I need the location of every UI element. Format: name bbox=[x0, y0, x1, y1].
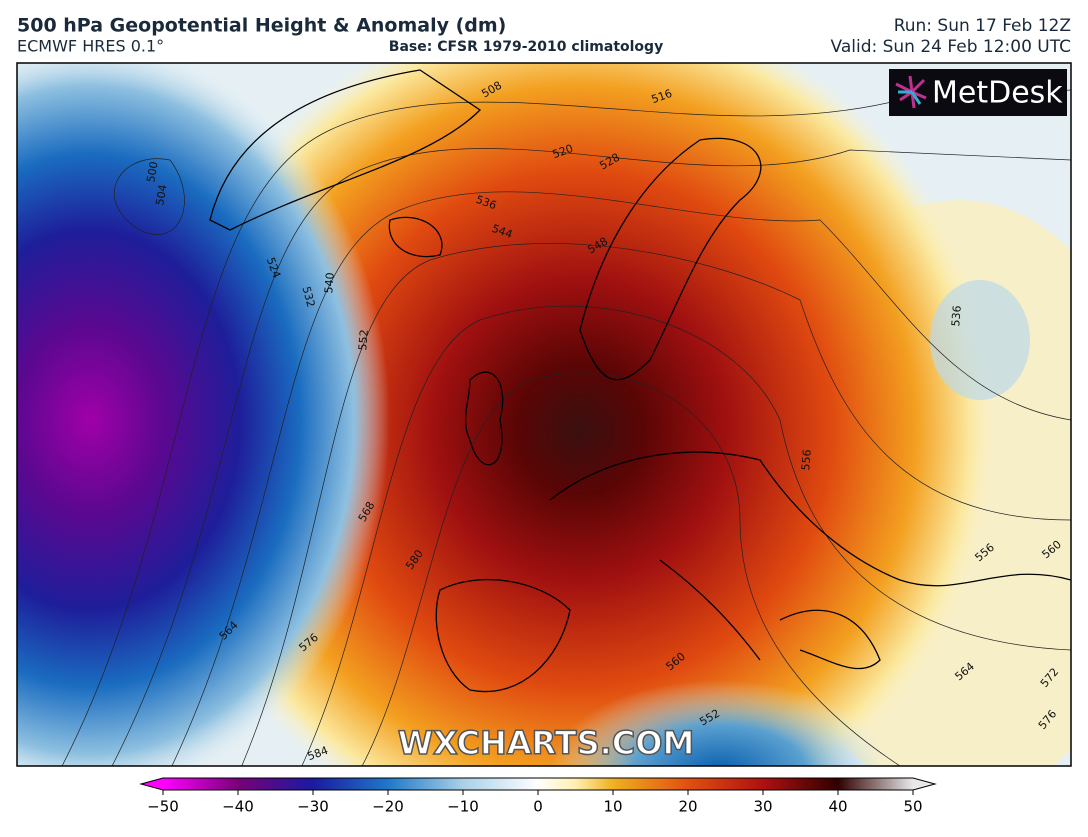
cold-anomaly-south bbox=[550, 680, 890, 766]
contour-label: 504 bbox=[153, 183, 169, 206]
title: 500 hPa Geopotential Height & Anomaly (d… bbox=[17, 15, 506, 37]
watermark: WXCHARTS.COM bbox=[398, 724, 695, 762]
logo-text: MetDesk bbox=[932, 76, 1063, 111]
colorbar-tick-label: 50 bbox=[903, 798, 922, 816]
run: Run: Sun 17 Feb 12Z bbox=[894, 16, 1071, 36]
contour-label: 556 bbox=[799, 449, 814, 471]
cold-anomaly-east bbox=[930, 280, 1030, 400]
colorbar: −50 −40 −30 −20 −10 0 10 20 30 40 50 bbox=[139, 777, 937, 816]
coastlines bbox=[209, 69, 1071, 693]
contours bbox=[61, 89, 1071, 766]
contour-label: 532 bbox=[299, 285, 317, 309]
logo-icon bbox=[895, 75, 927, 109]
contour-label: 536 bbox=[949, 305, 964, 327]
colorbar-tick-label: −30 bbox=[297, 798, 329, 816]
colorbar-bar bbox=[139, 777, 937, 791]
base: Base: CFSR 1979-2010 climatology bbox=[389, 39, 663, 55]
colorbar-tick-label: 20 bbox=[678, 798, 697, 816]
contour-label: 540 bbox=[322, 272, 337, 294]
contour-label: 500 bbox=[144, 160, 160, 183]
cold-anomaly bbox=[17, 63, 390, 766]
valid: Valid: Sun 24 Feb 12:00 UTC bbox=[831, 37, 1071, 57]
colorbar-tick-label: 0 bbox=[533, 798, 543, 816]
colorbar-tick-label: −10 bbox=[447, 798, 479, 816]
colorbar-tick-label: 10 bbox=[603, 798, 622, 816]
logo-box bbox=[889, 69, 1067, 116]
colorbar-tick-label: 40 bbox=[828, 798, 847, 816]
warm-anomaly bbox=[160, 63, 1000, 766]
contour-label: 552 bbox=[356, 329, 371, 351]
map-frame bbox=[16, 62, 1072, 767]
model: ECMWF HRES 0.1° bbox=[17, 37, 164, 56]
colorbar-tick-label: 30 bbox=[753, 798, 772, 816]
colorbar-tick-label: −20 bbox=[372, 798, 404, 816]
colorbar-tick-label: −50 bbox=[147, 798, 179, 816]
colorbar-tick-label: −40 bbox=[222, 798, 254, 816]
